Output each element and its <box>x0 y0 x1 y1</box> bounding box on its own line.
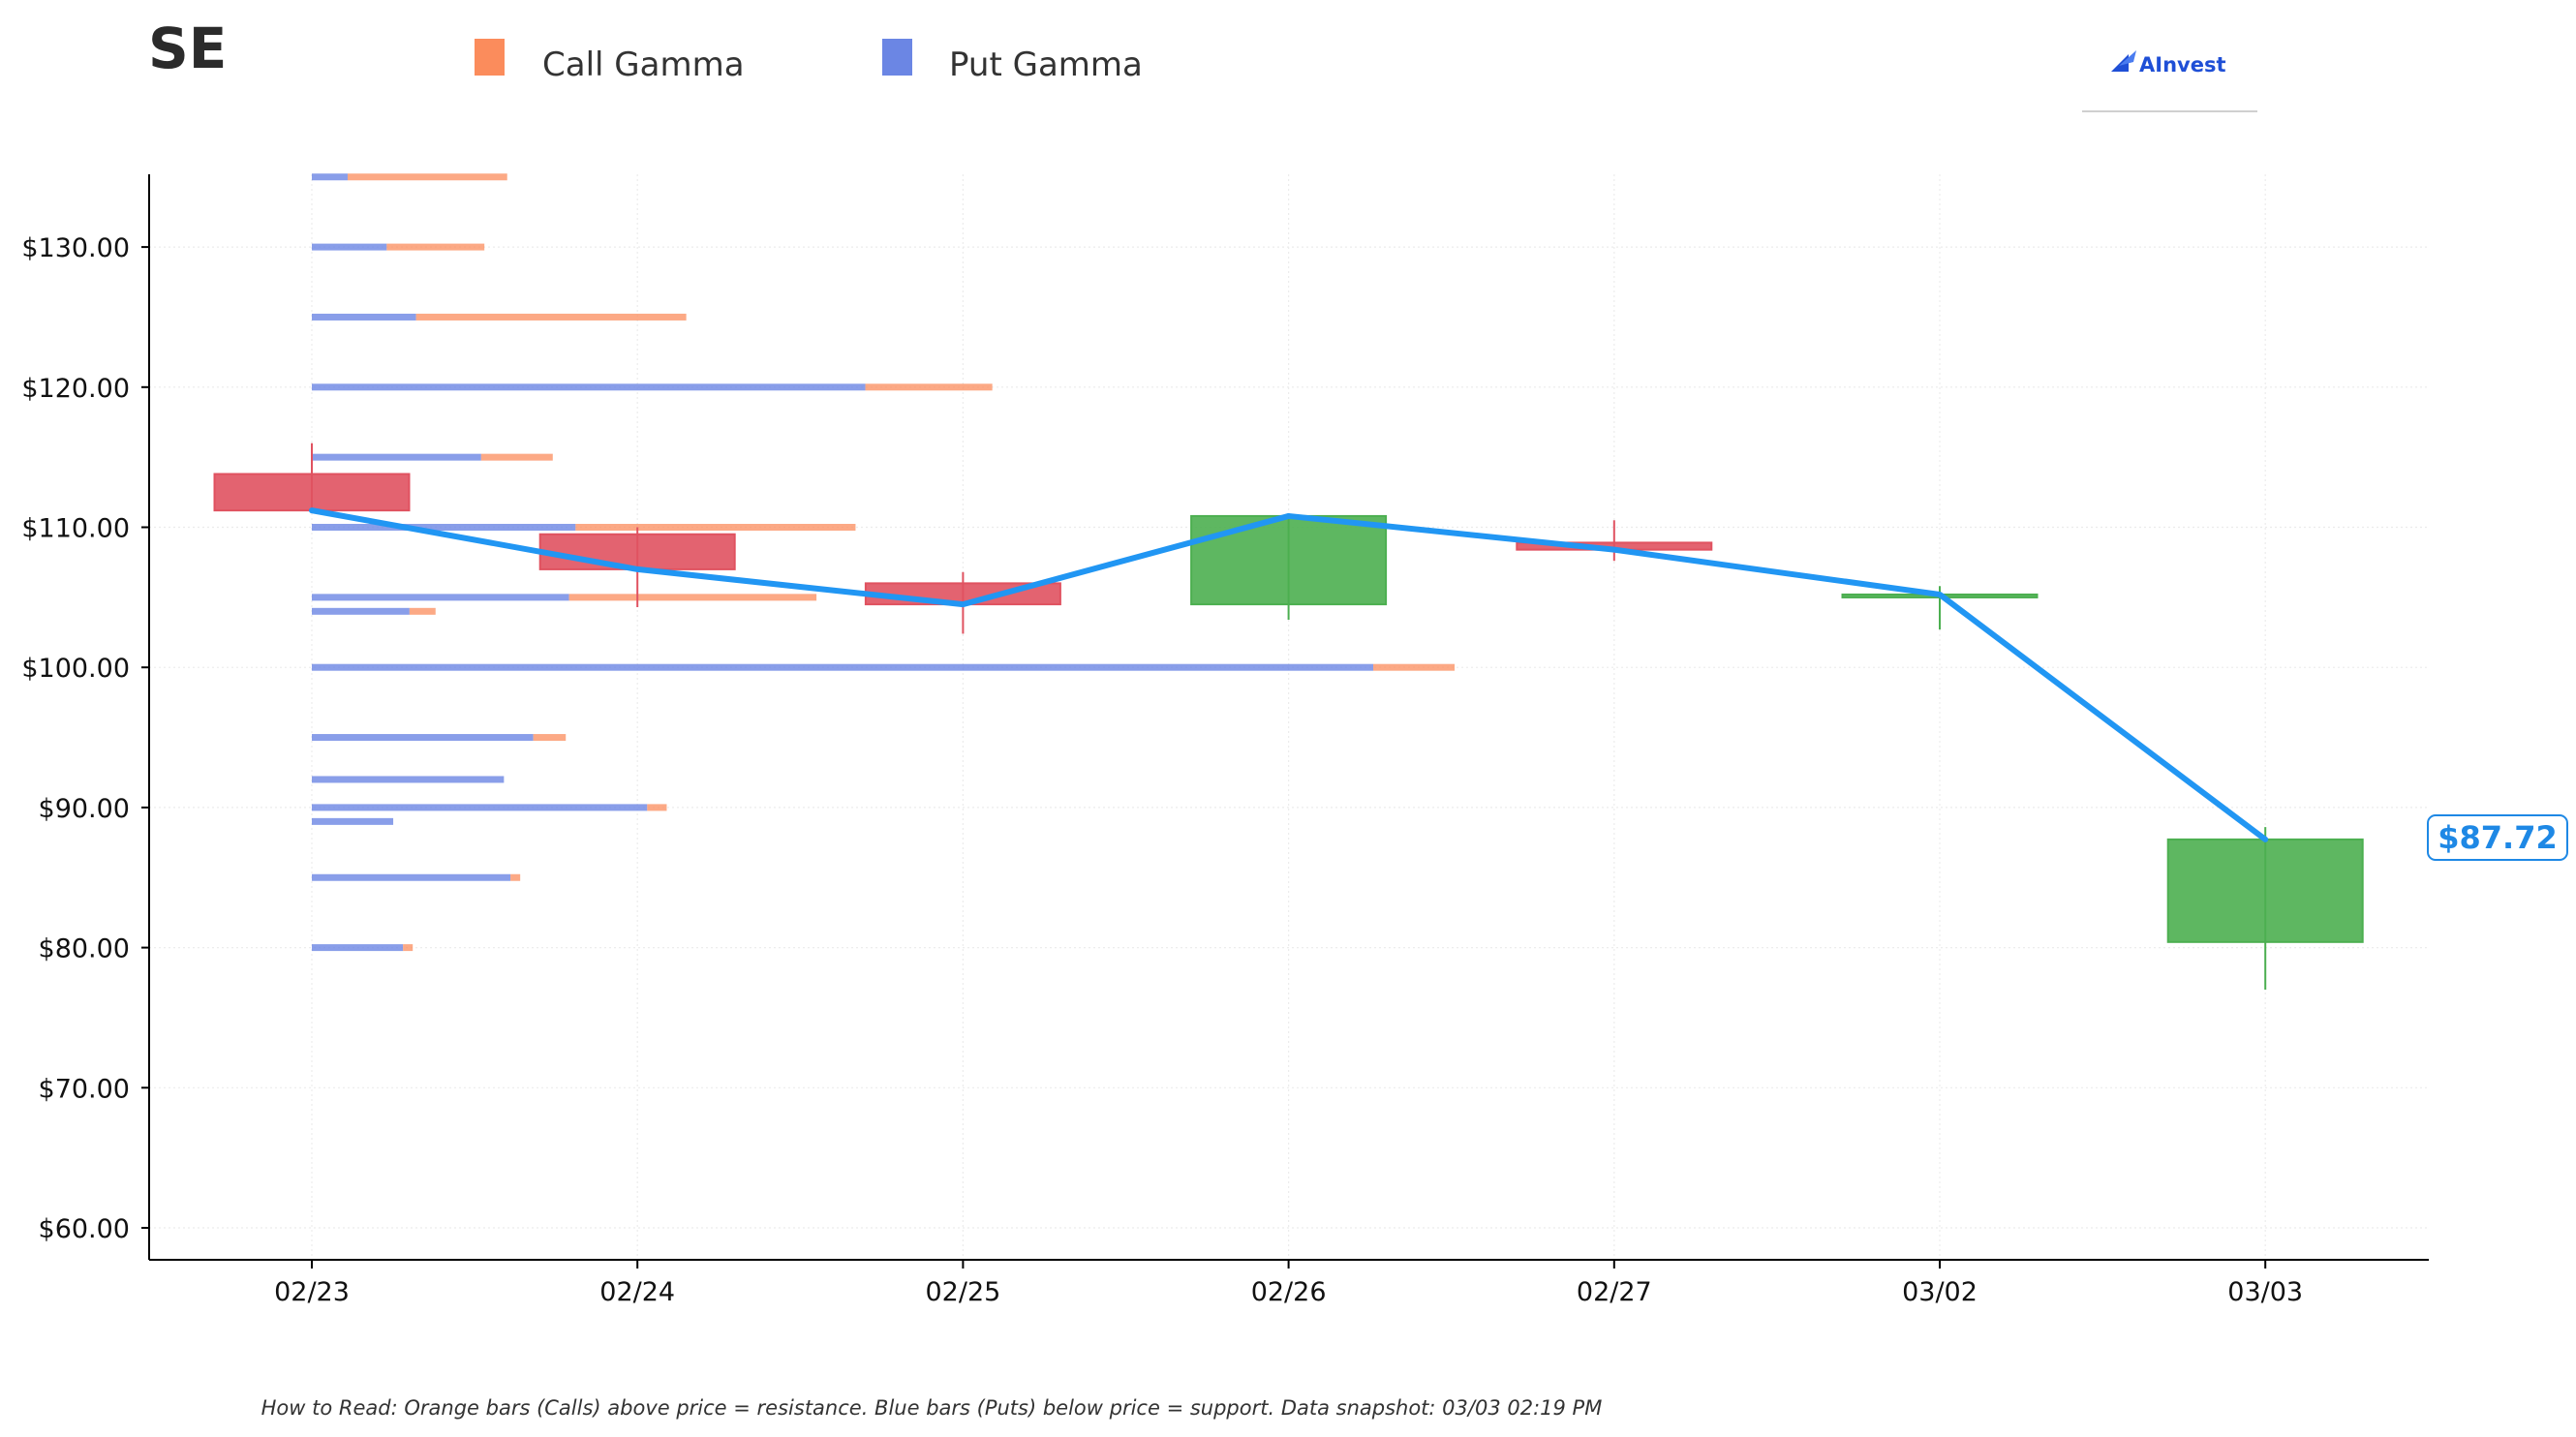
x-tick-label: 02/25 <box>925 1277 1000 1307</box>
x-tick-label: 02/26 <box>1251 1277 1327 1307</box>
put-gamma-bar <box>312 607 410 615</box>
put-gamma-bar <box>312 817 394 825</box>
call-gamma-bar <box>386 243 485 251</box>
candles <box>213 443 2364 991</box>
y-tick-label: $100.00 <box>21 654 130 684</box>
put-gamma-bar <box>312 594 569 601</box>
call-gamma-bar <box>409 607 436 615</box>
put-gamma-bar <box>312 944 404 952</box>
candle-body <box>1190 514 1388 606</box>
gamma-bars <box>312 173 1456 952</box>
put-gamma-bar <box>312 524 576 531</box>
y-tick-label: $90.00 <box>39 794 130 824</box>
x-tick-label: 02/27 <box>1577 1277 1652 1307</box>
put-gamma-bar <box>312 243 387 251</box>
current-price-tag: $87.72 <box>2427 814 2568 861</box>
brand-logo: AInvest <box>2082 50 2257 112</box>
current-price-box <box>2427 814 2568 861</box>
put-gamma-bar <box>312 383 866 391</box>
x-tick-label: 03/03 <box>2227 1277 2303 1307</box>
put-gamma-bar <box>312 173 348 181</box>
y-tick-label: $110.00 <box>21 514 130 544</box>
legend-swatch-call-gamma <box>475 39 505 76</box>
legend: Call Gamma Put Gamma <box>475 39 1143 84</box>
footnote: How to Read: Orange bars (Calls) above p… <box>261 1396 1603 1420</box>
close-price-line <box>309 507 2269 842</box>
y-tick-label: $80.00 <box>39 934 130 964</box>
put-gamma-bar <box>312 663 1374 671</box>
put-gamma-bar <box>312 873 511 881</box>
y-tick-label: $70.00 <box>39 1074 130 1104</box>
call-gamma-bar <box>480 453 553 461</box>
current-price-label: $87.72 <box>2438 819 2557 856</box>
x-axis-ticks: 02/23 02/24 02/25 02/26 02/27 03/02 03/03 <box>274 1260 2303 1307</box>
call-gamma-bar <box>568 594 817 601</box>
put-gamma-bar <box>312 453 481 461</box>
x-tick-label: 03/02 <box>1902 1277 1978 1307</box>
call-gamma-bar <box>415 313 687 321</box>
x-tick-label: 02/23 <box>274 1277 350 1307</box>
call-gamma-bar <box>347 173 507 181</box>
ticker-symbol: SE <box>148 15 227 81</box>
candle-body <box>538 533 736 570</box>
brand-chart-icon <box>2111 50 2136 72</box>
put-gamma-bar <box>312 313 416 321</box>
axes <box>148 174 2429 1261</box>
grid <box>149 174 2429 1260</box>
put-gamma-bar <box>312 776 505 783</box>
legend-label-call-gamma: Call Gamma <box>542 46 745 84</box>
y-tick-label: $120.00 <box>21 374 130 404</box>
call-gamma-bar <box>1373 663 1456 671</box>
put-gamma-bar <box>312 734 534 742</box>
call-gamma-bar <box>647 804 667 811</box>
call-gamma-bar <box>403 944 414 952</box>
legend-swatch-put-gamma <box>882 39 912 76</box>
x-tick-label: 02/24 <box>599 1277 675 1307</box>
put-gamma-bar <box>312 804 648 811</box>
call-gamma-bar <box>510 873 521 881</box>
candle-body <box>213 473 411 512</box>
candle-body <box>2166 838 2364 943</box>
y-axis-ticks: $60.00 $70.00 $80.00 $90.00 $100.00 $110.00 $1… <box>21 233 149 1244</box>
brand-name: AInvest <box>2139 53 2226 76</box>
y-tick-label: $60.00 <box>39 1214 130 1244</box>
call-gamma-bar <box>865 383 993 391</box>
close-price-polyline <box>309 507 2269 842</box>
legend-label-put-gamma: Put Gamma <box>949 46 1143 84</box>
y-tick-label: $130.00 <box>21 233 130 263</box>
call-gamma-bar <box>575 524 856 531</box>
call-gamma-bar <box>533 734 567 742</box>
